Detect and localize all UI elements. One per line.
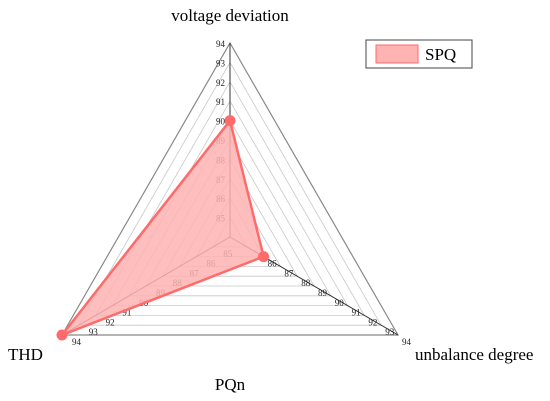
series-area (58, 117, 266, 338)
tick-label: 92 (368, 317, 377, 327)
legend: SPQ (365, 39, 473, 69)
tick-label: 94 (72, 337, 82, 347)
grid-ring (94, 80, 366, 316)
tick-label: 91 (216, 97, 225, 107)
tick-label: 86 (268, 259, 278, 269)
legend-swatch (375, 44, 419, 64)
tick-label: 93 (216, 58, 226, 68)
tick-label: 90 (335, 298, 345, 308)
tick-label: 94 (402, 337, 412, 347)
tick-label: 91 (352, 308, 361, 318)
tick-label: 93 (89, 327, 99, 337)
legend-label: SPQ (425, 45, 456, 64)
series-point (258, 251, 270, 263)
axis-title-thd: THD (8, 345, 43, 364)
tick-label: 93 (385, 327, 395, 337)
tick-label: 89 (318, 288, 328, 298)
tick-label: 92 (106, 317, 115, 327)
tick-label: 91 (122, 308, 131, 318)
tick-label: 94 (216, 39, 226, 49)
tick-label: 87 (284, 268, 294, 278)
grid-ring (78, 61, 382, 326)
grid-ring (60, 41, 400, 336)
series-point (56, 329, 68, 341)
axis-title-pqn: PQn (215, 375, 246, 394)
axis-title-unbalance-degree: unbalance degree (415, 345, 533, 364)
axis-title-voltage-deviation: voltage deviation (171, 6, 289, 25)
tick-label: 90 (216, 117, 226, 127)
tick-label: 92 (216, 78, 225, 88)
radar-series (56, 115, 270, 341)
tick-label: 88 (301, 278, 311, 288)
series-point (224, 115, 236, 127)
